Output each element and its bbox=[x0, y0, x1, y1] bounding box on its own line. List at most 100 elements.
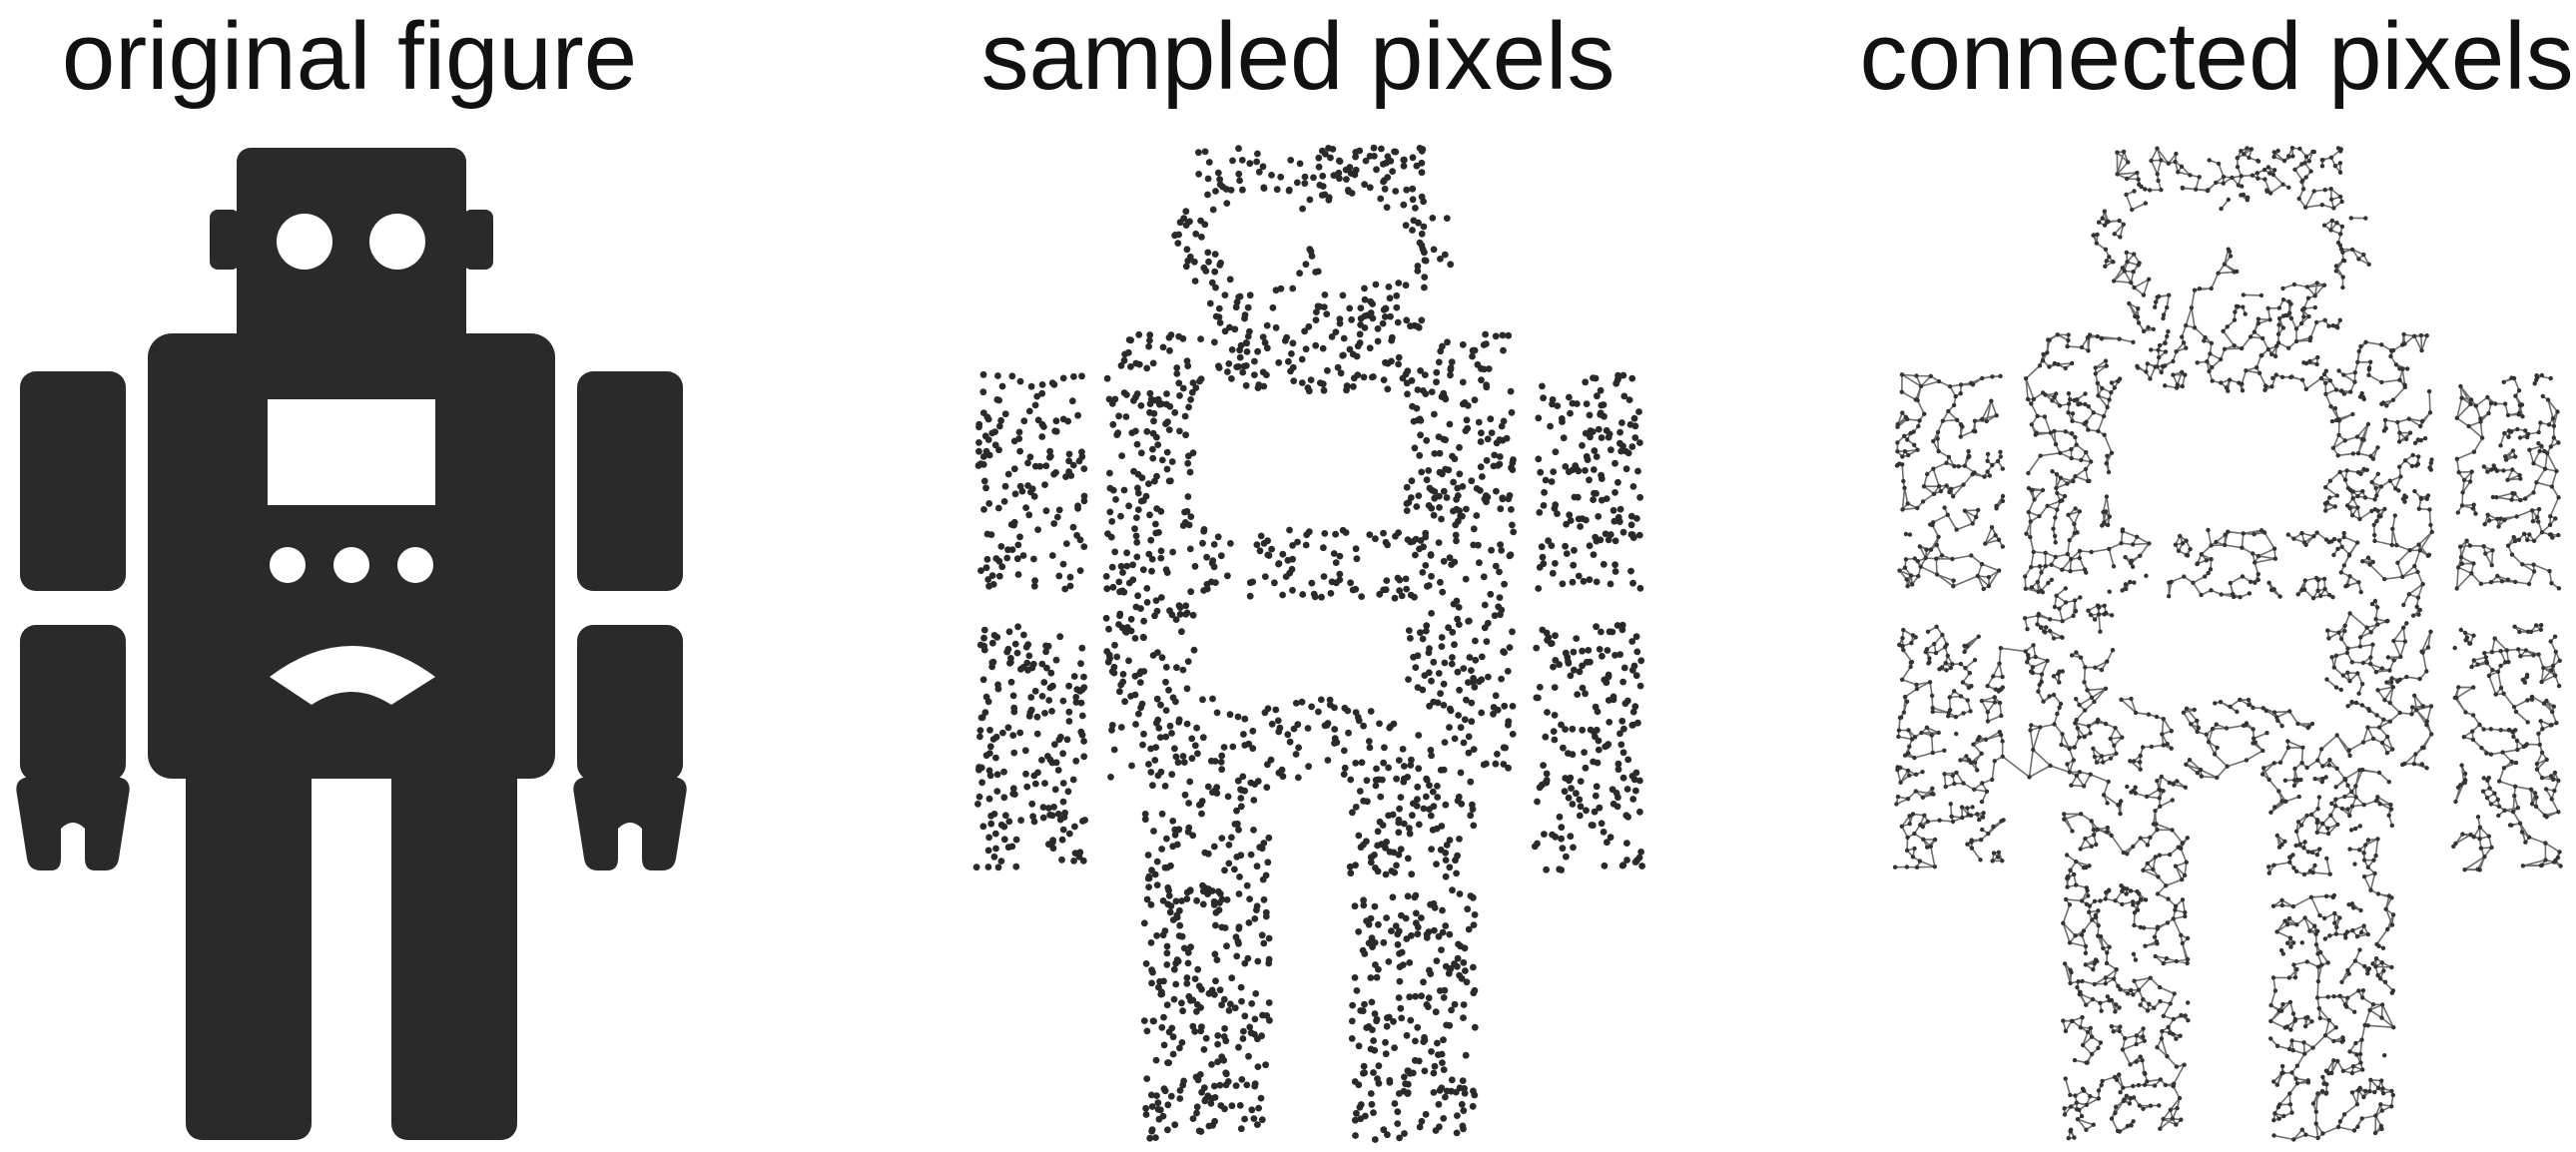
graph-node bbox=[2391, 658, 2396, 663]
graph-node bbox=[1895, 449, 1900, 454]
graph-node bbox=[2281, 1113, 2286, 1119]
sample-point bbox=[1435, 539, 1443, 546]
sample-point bbox=[1422, 627, 1430, 635]
graph-node bbox=[2119, 541, 2124, 546]
sample-point bbox=[1012, 836, 1020, 844]
graph-node bbox=[2534, 767, 2540, 772]
graph-node bbox=[2252, 736, 2256, 741]
graph-node bbox=[1907, 532, 1913, 537]
graph-node bbox=[2539, 776, 2545, 781]
graph-node bbox=[2355, 451, 2361, 456]
graph-node bbox=[2230, 175, 2235, 181]
sample-point bbox=[1249, 578, 1257, 586]
graph-node bbox=[2114, 1104, 2119, 1110]
graph-node bbox=[2292, 1018, 2297, 1023]
graph-node bbox=[2174, 151, 2179, 157]
graph-node bbox=[2314, 319, 2319, 325]
graph-node bbox=[1912, 831, 1917, 837]
graph-node bbox=[2484, 796, 2490, 801]
graph-node bbox=[2335, 546, 2340, 552]
graph-node bbox=[2540, 727, 2545, 732]
connected-pixels-title: connected pixels bbox=[1859, 3, 2574, 110]
graph-node bbox=[2328, 403, 2333, 409]
graph-node bbox=[2103, 247, 2109, 252]
sample-point bbox=[1058, 836, 1066, 844]
graph-node bbox=[2103, 358, 2109, 363]
graph-node bbox=[2351, 905, 2356, 910]
graph-node bbox=[2409, 463, 2415, 469]
sample-point bbox=[1004, 724, 1012, 732]
graph-node bbox=[2219, 592, 2224, 597]
graph-node bbox=[2531, 653, 2536, 658]
graph-node bbox=[2096, 908, 2101, 913]
graph-node bbox=[2366, 262, 2371, 267]
graph-node bbox=[1969, 380, 1974, 385]
graph-node bbox=[2288, 315, 2294, 321]
graph-node bbox=[2341, 1112, 2347, 1117]
graph-node bbox=[2534, 480, 2539, 485]
graph-node bbox=[1936, 448, 1941, 454]
graph-node bbox=[2101, 509, 2106, 515]
graph-node bbox=[2343, 584, 2348, 589]
graph-node bbox=[2414, 708, 2419, 713]
graph-node bbox=[2293, 338, 2299, 344]
graph-node bbox=[2327, 378, 2333, 383]
graph-node bbox=[2509, 497, 2514, 502]
sample-point bbox=[1153, 1092, 1160, 1099]
graph-node bbox=[2250, 173, 2255, 178]
graph-node bbox=[2160, 732, 2165, 737]
graph-node bbox=[2089, 1034, 2095, 1039]
graph-node bbox=[2535, 515, 2540, 520]
graph-node bbox=[2181, 340, 2187, 345]
graph-node bbox=[2347, 1049, 2352, 1054]
graph-node bbox=[1937, 667, 1942, 672]
graph-node bbox=[2374, 519, 2379, 524]
sample-point bbox=[1271, 579, 1278, 587]
sample-point bbox=[975, 447, 982, 455]
graph-node bbox=[2092, 981, 2097, 987]
graph-node bbox=[2033, 432, 2038, 437]
graph-node bbox=[2393, 362, 2399, 367]
graph-node bbox=[1928, 373, 1934, 378]
graph-node bbox=[2515, 426, 2520, 432]
graph-node bbox=[2338, 232, 2343, 237]
sample-point bbox=[1217, 552, 1225, 560]
graph-node bbox=[2485, 512, 2490, 517]
graph-node bbox=[2322, 936, 2327, 941]
sample-point bbox=[1248, 1000, 1256, 1007]
sample-point bbox=[1108, 727, 1115, 734]
graph-node bbox=[2309, 721, 2315, 727]
graph-node bbox=[1949, 814, 1954, 819]
graph-node bbox=[2322, 915, 2327, 921]
graph-node bbox=[2375, 445, 2380, 450]
graph-node bbox=[2087, 909, 2092, 914]
graph-node bbox=[2304, 765, 2309, 771]
graph-node bbox=[2375, 471, 2380, 476]
graph-node bbox=[2326, 763, 2331, 768]
sample-point bbox=[1495, 603, 1503, 611]
graph-node bbox=[2090, 917, 2095, 922]
sample-point bbox=[1020, 417, 1028, 425]
graph-node bbox=[2339, 806, 2345, 812]
graph-edge-set bbox=[1895, 147, 2562, 1141]
graph-node bbox=[2066, 401, 2072, 406]
graph-node bbox=[1900, 410, 1905, 415]
graph-node bbox=[2120, 588, 2125, 593]
graph-node bbox=[2251, 741, 2255, 746]
graph-node bbox=[2219, 206, 2224, 212]
graph-node bbox=[2145, 1008, 2151, 1013]
graph-node bbox=[1956, 464, 1961, 469]
graph-node bbox=[2147, 541, 2152, 546]
sample-point bbox=[1213, 709, 1221, 717]
graph-node bbox=[2067, 902, 2073, 907]
graph-node bbox=[2373, 798, 2379, 804]
graph-node bbox=[2318, 375, 2324, 381]
sample-point bbox=[1238, 997, 1245, 1005]
sample-point bbox=[1233, 807, 1240, 815]
sample-point bbox=[1435, 1100, 1443, 1108]
graph-node bbox=[2075, 984, 2080, 990]
sample-point bbox=[1619, 774, 1627, 782]
graph-node bbox=[2361, 858, 2367, 863]
graph-node bbox=[2092, 898, 2098, 903]
graph-node bbox=[2186, 1000, 2191, 1005]
